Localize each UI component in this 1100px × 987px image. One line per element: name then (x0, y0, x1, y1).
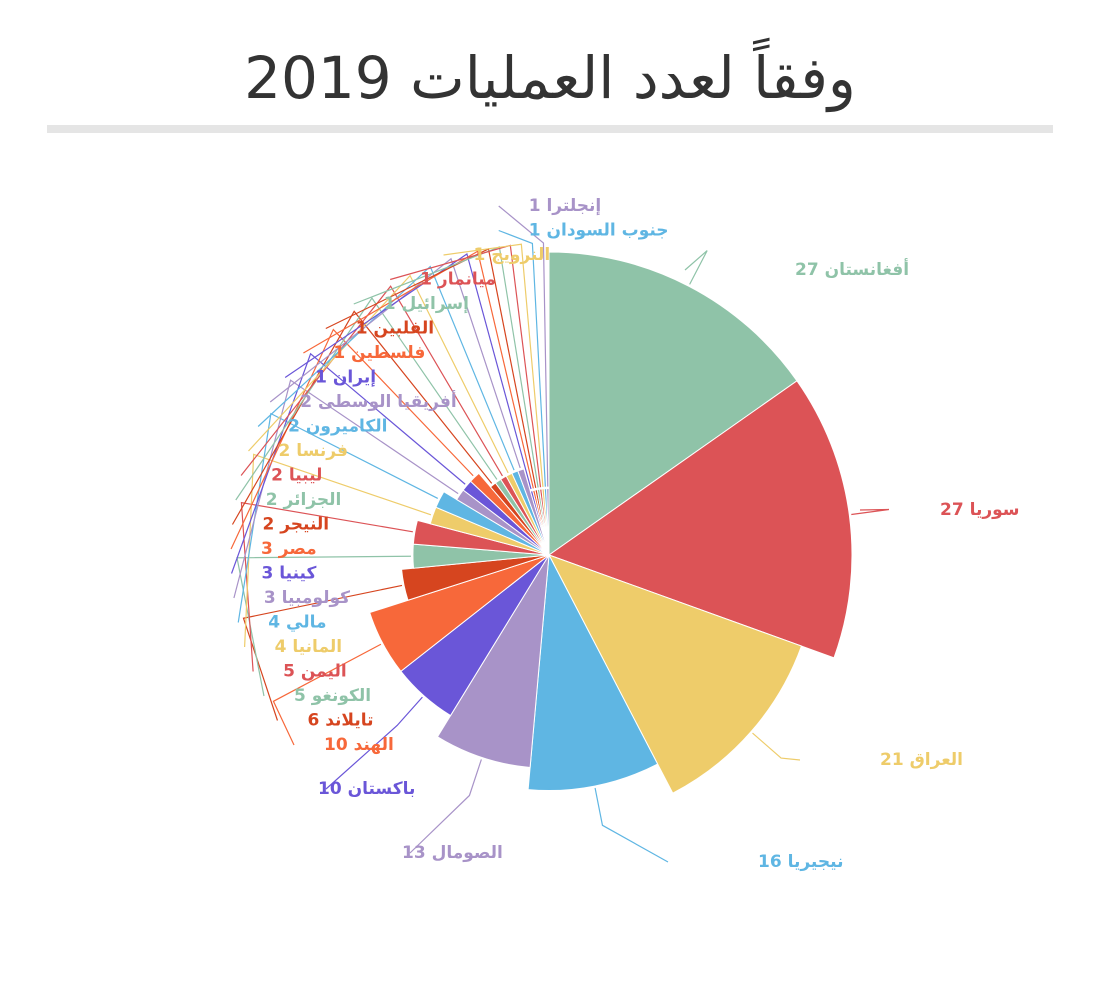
slice-1[interactable] (548, 251, 798, 556)
guide-slice-27 (443, 243, 544, 487)
label-guides-group (230, 205, 890, 863)
label-slice-22: إيران 1 (315, 368, 376, 388)
slice-29[interactable] (546, 488, 550, 556)
slice-3[interactable] (547, 554, 803, 794)
guide-slice-20 (257, 265, 515, 471)
guide-slice-6 (325, 696, 423, 790)
label-slice-2: سوريا 27 (940, 500, 1020, 520)
label-slice-15: مصر 3 (261, 539, 317, 559)
guide-slice-17 (235, 297, 498, 501)
label-slice-16: النيجر 2 (262, 515, 329, 535)
label-slice-10: اليمن 5 (283, 662, 347, 682)
chart-title: وفقاً لعدد العمليات 2019 (244, 44, 856, 112)
labels-group: أفغانستان 27 سوريا 27 العراق 21 نيجيريا 16 ا… (261, 196, 1019, 872)
title-divider (47, 125, 1053, 133)
guide-slice-21 (269, 257, 521, 469)
guide-slice-12 (237, 412, 439, 623)
guide-slice-4 (594, 787, 669, 863)
label-slice-8: تايلاند 6 (307, 711, 373, 731)
label-slice-6: باكستان 10 (318, 779, 415, 799)
label-slice-26: ميانمار 1 (420, 270, 496, 290)
guide-slice-29 (498, 205, 549, 487)
slices-group (369, 251, 853, 794)
guide-slice-16 (231, 310, 493, 525)
slice-21[interactable] (517, 468, 550, 556)
guide-slice-8 (242, 584, 403, 721)
guide-slice-7 (272, 643, 382, 746)
guide-slice-23 (303, 250, 534, 489)
slice-5[interactable] (436, 554, 550, 769)
label-slice-20: الكاميرون 2 (288, 417, 387, 437)
label-slice-17: الجزائر 2 (266, 490, 342, 510)
label-slice-11: المانيا 4 (275, 637, 342, 657)
guide-slice-22 (284, 253, 532, 490)
slice-15[interactable] (469, 472, 550, 556)
slice-2[interactable] (547, 380, 853, 659)
label-slice-4: نيجيريا 16 (758, 852, 843, 872)
guide-slice-19 (248, 274, 509, 474)
label-slice-25: إسرائيل 1 (384, 294, 469, 314)
guide-slice-5 (409, 759, 482, 854)
label-slice-13: كولومبيا 3 (264, 588, 350, 608)
guide-slice-28 (498, 229, 546, 487)
label-slice-12: مالي 4 (268, 613, 326, 633)
guide-slice-1 (684, 250, 708, 285)
slice-7[interactable] (369, 554, 550, 672)
label-slice-1: أفغانستان 27 (795, 258, 909, 280)
guide-slice-10 (240, 501, 413, 672)
label-slice-29: إنجلترا 1 (529, 196, 602, 216)
label-slice-28: جنوب السودان 1 (529, 221, 669, 241)
guide-slice-15 (230, 328, 474, 550)
guide-slice-14 (230, 352, 466, 574)
guide-slice-11 (243, 453, 432, 648)
slice-12[interactable] (435, 491, 550, 556)
guide-slice-13 (233, 379, 459, 599)
label-slice-21: أفريقيا الوسطى 2 (300, 390, 457, 412)
label-slice-23: فلسطين 1 (333, 343, 425, 363)
guide-slice-2 (851, 508, 890, 516)
slice-4[interactable] (527, 553, 659, 792)
label-slice-9: الكونغو 5 (294, 686, 371, 706)
label-slice-24: الفلبين 1 (356, 319, 434, 339)
guide-slice-3 (752, 732, 801, 761)
label-slice-27: النرويج 1 (474, 245, 551, 265)
label-slice-18: ليبيا 2 (271, 466, 322, 486)
label-slice-3: العراق 21 (880, 750, 963, 770)
label-slice-14: كينيا 3 (262, 564, 317, 584)
guide-slice-18 (240, 285, 503, 477)
label-slice-7: الهند 10 (324, 735, 394, 755)
label-slice-5: الصومال 13 (402, 843, 503, 863)
label-slice-19: فرنسا 2 (278, 441, 348, 461)
